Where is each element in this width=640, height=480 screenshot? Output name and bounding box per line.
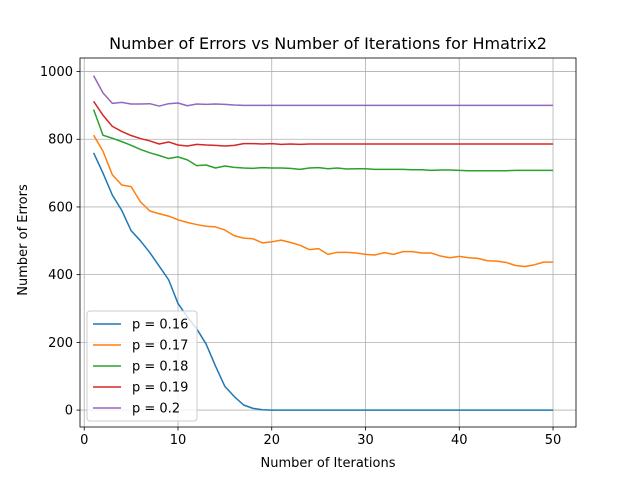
legend-label: p = 0.17 bbox=[132, 339, 188, 354]
x-tick-label: 20 bbox=[263, 433, 280, 448]
x-tick-label: 10 bbox=[170, 433, 187, 448]
plot-area: 0 10 20 30 40 50 0 200 400 600 800 1000 bbox=[40, 57, 577, 448]
x-tick-label: 40 bbox=[451, 433, 468, 448]
legend-box bbox=[86, 310, 198, 422]
y-tick-label: 400 bbox=[48, 268, 73, 283]
legend-label: p = 0.16 bbox=[132, 318, 188, 333]
series-line-4 bbox=[92, 100, 554, 147]
y-tick-label: 0 bbox=[65, 404, 73, 419]
series-line-3 bbox=[92, 109, 554, 172]
x-tick-label: 0 bbox=[80, 433, 88, 448]
y-tick-label: 1000 bbox=[40, 65, 73, 80]
legend-label: p = 0.19 bbox=[132, 381, 188, 396]
legend-label: p = 0.2 bbox=[132, 402, 180, 417]
legend: p = 0.16 p = 0.17 p = 0.18 p = 0.19 p = 0.2 bbox=[86, 310, 198, 422]
x-tick-label: 50 bbox=[545, 433, 562, 448]
y-tick-label: 200 bbox=[48, 336, 73, 351]
series-line-5 bbox=[92, 75, 554, 107]
axes-frame bbox=[79, 57, 577, 428]
x-axis-label: Number of Iterations bbox=[261, 456, 396, 471]
series-line-1 bbox=[92, 152, 554, 411]
y-axis-label: Number of Errors bbox=[16, 184, 31, 296]
y-tick-label: 800 bbox=[48, 133, 73, 148]
legend-label: p = 0.18 bbox=[132, 360, 188, 375]
y-tick-label: 600 bbox=[48, 200, 73, 215]
series-line-2 bbox=[92, 134, 554, 268]
x-tick-label: 30 bbox=[357, 433, 374, 448]
chart-title: Number of Errors vs Number of Iterations… bbox=[109, 34, 547, 53]
